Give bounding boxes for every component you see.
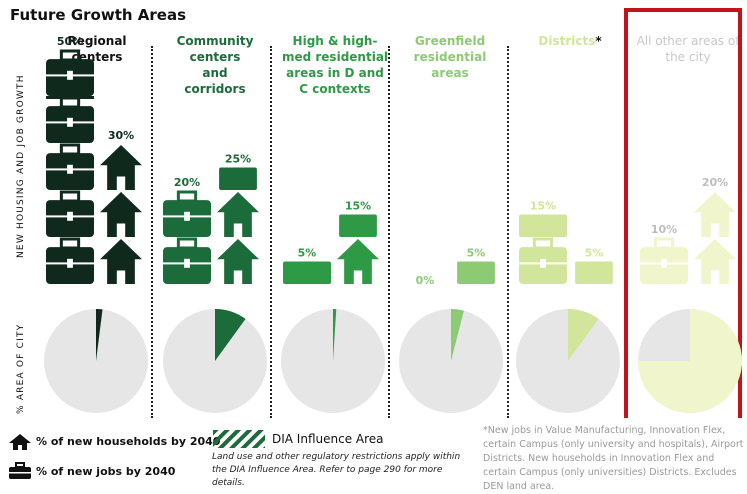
households-bar	[100, 145, 142, 284]
area-pie	[399, 309, 503, 413]
dia-influence-title: DIA Influence Area	[272, 432, 384, 446]
households-value-label: 15%	[345, 200, 371, 213]
area-pie-slice	[568, 309, 599, 361]
jobs-bar	[46, 49, 94, 284]
area-pie	[44, 309, 148, 413]
area-pie	[163, 309, 267, 413]
dia-influence-note: Land use and other regulatory restrictio…	[212, 452, 461, 488]
highlight-box	[624, 8, 742, 418]
column-divider	[388, 46, 390, 418]
briefcase-icon	[9, 462, 31, 479]
column-header-all-other: All other areas of the city	[636, 34, 740, 64]
households-value-label: 5%	[467, 247, 486, 260]
legend-jobs: % of new jobs by 2040	[8, 462, 228, 480]
footnote: *New jobs in Value Manufacturing, Innova…	[483, 425, 744, 492]
legend-jobs-label: % of new jobs by 2040	[36, 465, 176, 478]
households-value-label: 5%	[585, 247, 604, 260]
households-value-label: 20%	[702, 176, 728, 189]
jobs-bar	[519, 214, 567, 284]
area-pie-slice	[96, 309, 103, 361]
column-divider	[151, 46, 153, 418]
jobs-value-label: 10%	[651, 223, 677, 236]
jobs-value-label: 0%	[416, 274, 435, 287]
jobs-value-label: 5%	[298, 247, 317, 260]
column-header-districts: Districts*	[538, 34, 602, 48]
legend-households-label: % of new households by 2040	[36, 435, 221, 448]
column-divider	[507, 46, 509, 418]
households-bar	[337, 214, 379, 284]
area-pie	[281, 309, 385, 413]
bar-top-rule	[46, 96, 94, 99]
column-divider	[270, 46, 272, 418]
area-pie	[516, 309, 620, 413]
chart-title: Future Growth Areas	[10, 6, 186, 24]
column-header-high-residential: High & high-med residential areas in D a…	[281, 34, 389, 96]
dia-hatch-swatch	[213, 430, 265, 448]
column-header-community-centers: Community centers and corridors	[176, 34, 254, 96]
households-bar	[217, 167, 259, 284]
jobs-bar	[283, 261, 331, 284]
households-bar	[457, 261, 495, 284]
jobs-value-label: 15%	[530, 200, 556, 213]
households-bar	[694, 192, 736, 284]
jobs-value-label: 20%	[174, 176, 200, 189]
jobs-value-label: 50%	[57, 35, 83, 48]
households-bar	[575, 261, 613, 284]
area-pie-slice	[638, 309, 742, 413]
house-icon	[9, 434, 31, 450]
column-header-greenfield: Greenfield residential areas	[413, 34, 487, 80]
jobs-bar	[163, 190, 211, 284]
area-pie-slice	[451, 309, 464, 361]
households-value-label: 25%	[225, 153, 251, 166]
jobs-bar	[640, 237, 688, 284]
legend-households: % of new households by 2040	[8, 433, 228, 451]
area-pie-slice	[215, 309, 246, 361]
area-pie-slice	[333, 309, 337, 361]
households-value-label: 30%	[108, 129, 134, 142]
area-pie	[638, 309, 742, 413]
